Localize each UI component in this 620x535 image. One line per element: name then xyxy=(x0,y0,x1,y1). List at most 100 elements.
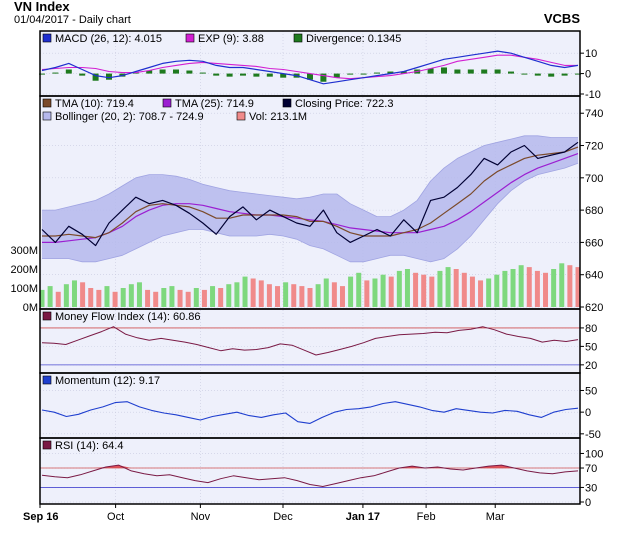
volume-bar xyxy=(258,280,264,307)
divergence-bar xyxy=(387,71,394,74)
volume-bar xyxy=(47,286,53,307)
divergence-bar xyxy=(427,68,434,74)
volume-bar xyxy=(518,265,524,307)
divergence-bar xyxy=(39,73,45,75)
volume-bar xyxy=(291,284,297,307)
price-tick-label: 740 xyxy=(585,108,603,120)
volume-bar xyxy=(71,280,77,307)
chart-title: VN Index xyxy=(14,0,70,14)
rsi-tick-label: 100 xyxy=(585,448,603,460)
volume-bar xyxy=(502,270,508,307)
mfi-tick-label: 20 xyxy=(585,360,597,372)
divergence-bar xyxy=(374,72,380,74)
volume-bar xyxy=(39,289,45,307)
divergence-bar xyxy=(561,73,568,76)
volume-bar xyxy=(510,269,516,307)
volume-bar xyxy=(331,282,337,307)
divergence-bar xyxy=(508,71,514,74)
divergence-bar xyxy=(79,73,86,76)
tma25-line xyxy=(42,153,579,243)
volume-bar xyxy=(128,284,134,307)
divergence-bar xyxy=(347,73,354,75)
panel-macd-background xyxy=(40,31,580,96)
bollinger-band xyxy=(42,135,578,262)
x-tick-label: Nov xyxy=(191,511,211,523)
volume-bar xyxy=(526,267,532,307)
legend-swatch xyxy=(162,98,172,108)
volume-bar xyxy=(88,288,94,307)
legend-label: Money Flow Index (14): 60.86 xyxy=(55,311,201,323)
panel-rsi-frame xyxy=(39,437,581,505)
mfi-tick-label: 80 xyxy=(585,323,597,335)
legend-swatch xyxy=(42,111,52,121)
bollinger-lower-line xyxy=(42,162,579,263)
volume-bar xyxy=(396,270,402,307)
divergence-bar xyxy=(548,73,555,77)
rsi-tick-label: 30 xyxy=(585,482,597,494)
volume-bar xyxy=(283,282,289,307)
legend-label: EXP (9): 3.88 xyxy=(198,33,264,45)
x-tick-label: Jan 17 xyxy=(346,511,380,523)
volume-bar xyxy=(120,288,126,307)
macd-tick-label: -10 xyxy=(585,89,601,101)
volume-bar xyxy=(372,278,378,307)
volume-bar xyxy=(323,278,329,307)
volume-bar xyxy=(567,265,573,307)
volume-bar xyxy=(169,286,175,307)
price-tick-label: 660 xyxy=(585,237,603,249)
price-tick-label: 680 xyxy=(585,205,603,217)
volume-bar xyxy=(380,274,386,307)
panel-momentum-background xyxy=(40,373,580,438)
divergence-bar xyxy=(333,73,340,78)
volume-bar xyxy=(193,288,199,307)
volume-bar xyxy=(275,286,281,307)
volume-bar xyxy=(80,282,86,307)
volume-bar xyxy=(63,284,69,307)
panel-mfi-background xyxy=(40,309,580,373)
volume-bar xyxy=(161,288,167,307)
legend-swatch xyxy=(42,98,52,108)
price-tick-label: 720 xyxy=(585,141,603,153)
legend-swatch xyxy=(236,111,246,121)
price-tick-label: 640 xyxy=(585,270,603,282)
volume-bar xyxy=(210,286,216,307)
volume-bar xyxy=(543,272,549,307)
legend-label: Vol: 213.1M xyxy=(249,111,307,123)
divergence-bar xyxy=(173,69,179,74)
volume-bar xyxy=(486,278,492,307)
volume-bar xyxy=(250,278,256,307)
volume-bar xyxy=(429,276,435,307)
legend-label: Bollinger (20, 2): 708.7 - 724.9 xyxy=(55,111,204,123)
macd-tick-label: 0 xyxy=(585,69,591,81)
divergence-bar xyxy=(146,70,153,74)
volume-bar xyxy=(437,270,443,307)
x-tick-label: Feb xyxy=(417,511,436,523)
volume-bar xyxy=(242,276,248,307)
volume-bar xyxy=(104,286,110,307)
mfi-tick-label: 50 xyxy=(585,341,597,353)
rsi-line xyxy=(41,464,579,487)
legend-label: Closing Price: 722.3 xyxy=(295,98,393,110)
divergence-bar xyxy=(65,69,72,74)
volume-bar xyxy=(55,291,61,307)
legend-label: MACD (26, 12): 4.015 xyxy=(55,33,162,45)
volume-bar xyxy=(136,282,142,307)
divergence-bar xyxy=(467,69,474,74)
divergence-bar xyxy=(521,73,528,75)
volume-bar xyxy=(307,288,313,307)
macd-line xyxy=(41,50,579,85)
momentum-tick-label: 50 xyxy=(585,385,597,397)
legend-label: TMA (10): 719.4 xyxy=(55,98,134,110)
volume-bar xyxy=(494,274,500,307)
divergence-bar xyxy=(186,70,193,74)
divergence-bar xyxy=(534,73,541,76)
tma10-line xyxy=(42,146,579,239)
rsi-tick-label: 70 xyxy=(585,463,597,475)
volume-bar xyxy=(469,276,475,307)
divergence-bar xyxy=(159,69,166,74)
divergence-bar xyxy=(575,73,581,75)
divergence-bar xyxy=(400,71,407,74)
divergence-bar xyxy=(307,73,313,80)
legend-swatch xyxy=(42,311,52,321)
volume-bar xyxy=(234,282,240,307)
